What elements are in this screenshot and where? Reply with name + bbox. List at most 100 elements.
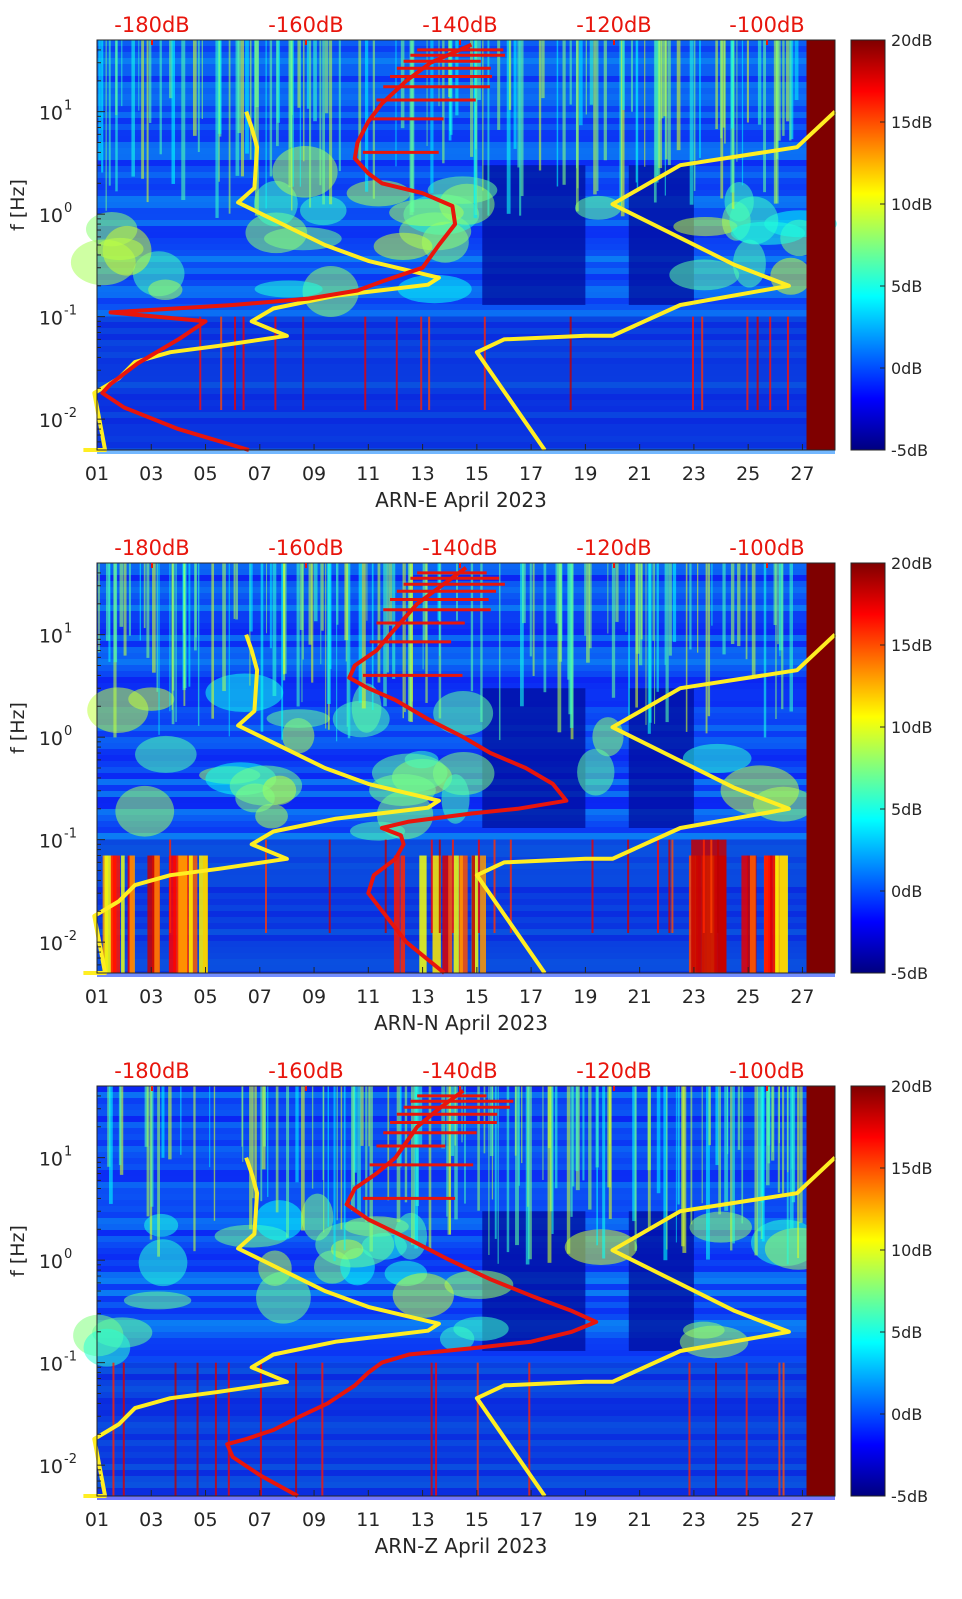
x-tick-label: 25 bbox=[736, 986, 760, 1008]
y-tick-label: 10 bbox=[39, 1251, 63, 1273]
x-tick-label: 23 bbox=[682, 463, 706, 485]
y-tick-label: 10 bbox=[39, 308, 63, 330]
top-db-tick-label: -180dB bbox=[114, 13, 189, 37]
top-db-tick-label: -100dB bbox=[729, 536, 804, 560]
y-tick-label: 10 bbox=[39, 728, 63, 750]
colorbar-tick-label: 5dB bbox=[891, 277, 922, 296]
top-db-tick-label: -120dB bbox=[576, 536, 651, 560]
data-gap-strip bbox=[806, 40, 835, 450]
top-db-tick-label: -100dB bbox=[729, 1059, 804, 1083]
y-axis-label: f [Hz] bbox=[7, 702, 29, 754]
x-tick-label: 05 bbox=[193, 1509, 217, 1531]
colorbar-tick-label: 10dB bbox=[891, 718, 933, 737]
x-tick-label: 03 bbox=[139, 463, 163, 485]
x-tick-label: 01 bbox=[85, 986, 109, 1008]
y-tick-label: 10 bbox=[39, 410, 63, 432]
y-tick-exponent: 0 bbox=[64, 724, 72, 739]
data-gap-strip bbox=[806, 1086, 835, 1496]
x-tick-label: 03 bbox=[139, 986, 163, 1008]
colorbar bbox=[850, 562, 886, 974]
x-tick-label: 07 bbox=[248, 986, 272, 1008]
x-tick-label: 25 bbox=[736, 1509, 760, 1531]
y-tick-label: 10 bbox=[39, 1149, 63, 1171]
x-tick-label: 01 bbox=[85, 463, 109, 485]
x-tick-label: 19 bbox=[573, 986, 597, 1008]
top-db-tick-label: -180dB bbox=[114, 1059, 189, 1083]
y-tick-exponent: 1 bbox=[64, 99, 72, 114]
x-tick-label: 09 bbox=[302, 463, 326, 485]
y-tick-label: 10 bbox=[39, 103, 63, 125]
colorbar bbox=[850, 39, 886, 451]
colorbar-tick-label: 0dB bbox=[891, 359, 922, 378]
top-db-tick-label: -160dB bbox=[268, 13, 343, 37]
top-db-tick-label: -120dB bbox=[576, 13, 651, 37]
top-db-tick-label: -160dB bbox=[268, 1059, 343, 1083]
x-tick-label: 17 bbox=[519, 1509, 543, 1531]
spectrogram-texture bbox=[70, 40, 837, 454]
x-tick-label: 23 bbox=[682, 986, 706, 1008]
x-tick-label: 27 bbox=[790, 986, 814, 1008]
y-tick-exponent: -1 bbox=[64, 1350, 77, 1365]
x-tick-label: 11 bbox=[356, 463, 380, 485]
y-tick-exponent: 0 bbox=[64, 1247, 72, 1262]
y-tick-exponent: -1 bbox=[64, 304, 77, 319]
y-tick-label: 10 bbox=[39, 626, 63, 648]
y-tick-label: 10 bbox=[39, 1456, 63, 1478]
y-tick-exponent: -1 bbox=[64, 827, 77, 842]
colorbar-tick-label: 5dB bbox=[891, 1323, 922, 1342]
top-db-tick-label: -140dB bbox=[422, 536, 497, 560]
y-tick-label: 10 bbox=[39, 933, 63, 955]
x-tick-label: 21 bbox=[628, 986, 652, 1008]
x-tick-label: 13 bbox=[410, 986, 434, 1008]
x-tick-label: 07 bbox=[248, 1509, 272, 1531]
y-axis-label: f [Hz] bbox=[7, 1225, 29, 1277]
colorbar-tick-label: 0dB bbox=[891, 882, 922, 901]
colorbar-tick-label: 10dB bbox=[891, 195, 933, 214]
y-tick-label: 10 bbox=[39, 205, 63, 227]
x-tick-label: 17 bbox=[519, 463, 543, 485]
x-tick-label: 19 bbox=[573, 1509, 597, 1531]
x-tick-label: 01 bbox=[85, 1509, 109, 1531]
x-tick-label: 21 bbox=[628, 463, 652, 485]
red-spectrum-spikes bbox=[362, 1094, 514, 1200]
top-db-tick-label: -140dB bbox=[422, 1059, 497, 1083]
top-db-tick-label: -120dB bbox=[576, 1059, 651, 1083]
colorbar-tick-label: -5dB bbox=[891, 441, 928, 460]
yellow-noise-model-line bbox=[474, 633, 837, 975]
colorbar-tick-label: -5dB bbox=[891, 964, 928, 983]
x-tick-label: 03 bbox=[139, 1509, 163, 1531]
colorbar-tick-label: 15dB bbox=[891, 636, 933, 655]
colorbar-tick-label: 5dB bbox=[891, 800, 922, 819]
red-spectrum-line bbox=[100, 42, 473, 452]
yellow-noise-model-line bbox=[83, 1156, 441, 1498]
colorbar-tick-label: 15dB bbox=[891, 113, 933, 132]
y-tick-label: 10 bbox=[39, 1354, 63, 1376]
spectrogram-texture bbox=[73, 1086, 835, 1500]
x-axis-label: ARN-N April 2023 bbox=[374, 1011, 548, 1035]
x-tick-label: 15 bbox=[465, 463, 489, 485]
x-tick-label: 27 bbox=[790, 1509, 814, 1531]
yellow-noise-model-line bbox=[83, 633, 441, 975]
y-tick-exponent: -2 bbox=[64, 406, 77, 421]
x-tick-label: 19 bbox=[573, 463, 597, 485]
x-tick-label: 21 bbox=[628, 1509, 652, 1531]
x-tick-label: 13 bbox=[410, 1509, 434, 1531]
x-tick-label: 05 bbox=[193, 986, 217, 1008]
top-db-tick-label: -140dB bbox=[422, 13, 497, 37]
x-tick-label: 25 bbox=[736, 463, 760, 485]
x-tick-label: 23 bbox=[682, 1509, 706, 1531]
colorbar-tick-label: 20dB bbox=[891, 1077, 933, 1096]
y-tick-exponent: 0 bbox=[64, 201, 72, 216]
x-tick-label: 07 bbox=[248, 463, 272, 485]
colorbar bbox=[850, 1085, 886, 1497]
top-db-tick-label: -100dB bbox=[729, 13, 804, 37]
y-tick-label: 10 bbox=[39, 831, 63, 853]
y-tick-exponent: -2 bbox=[64, 1452, 77, 1467]
x-tick-label: 09 bbox=[302, 986, 326, 1008]
x-tick-label: 11 bbox=[356, 986, 380, 1008]
red-spectrum-line bbox=[225, 1089, 599, 1498]
colorbar-tick-label: 20dB bbox=[891, 31, 933, 50]
y-tick-exponent: -2 bbox=[64, 929, 77, 944]
